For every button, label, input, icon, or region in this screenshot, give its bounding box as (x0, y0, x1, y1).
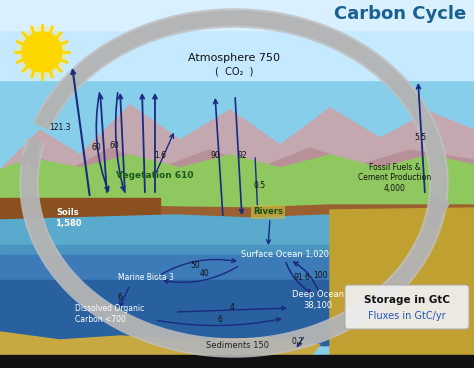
Text: Marine Biota 3: Marine Biota 3 (118, 273, 174, 283)
Text: 0.5: 0.5 (254, 180, 266, 190)
Text: 6: 6 (218, 315, 222, 325)
Text: Fluxes in GtC/yr: Fluxes in GtC/yr (368, 311, 446, 321)
Text: 50: 50 (190, 261, 200, 269)
Bar (0, 0, 474, 80)
Bar (0, 198, 160, 233)
Bar (0, 280, 340, 345)
Text: Atmosphere 750: Atmosphere 750 (188, 53, 280, 63)
Text: Vegetation 610: Vegetation 610 (116, 170, 194, 180)
Circle shape (22, 32, 62, 72)
Text: 90: 90 (210, 151, 220, 159)
Text: 91.6: 91.6 (293, 272, 310, 282)
Text: 100: 100 (313, 272, 327, 280)
Text: (  CO₂  ): ( CO₂ ) (215, 67, 253, 77)
Polygon shape (0, 148, 474, 180)
Text: 4: 4 (229, 304, 235, 312)
Text: Rivers: Rivers (253, 208, 283, 216)
Bar (0, 255, 340, 345)
Text: 1.6: 1.6 (154, 151, 166, 159)
Bar (0, 245, 340, 270)
Text: Surface Ocean 1,020: Surface Ocean 1,020 (241, 251, 329, 259)
Polygon shape (0, 200, 474, 228)
Polygon shape (0, 332, 320, 368)
Text: Carbon Cycle: Carbon Cycle (334, 5, 466, 23)
Polygon shape (0, 155, 474, 215)
Text: Sediments 150: Sediments 150 (207, 340, 270, 350)
Text: 6: 6 (118, 294, 122, 302)
Bar (0, 0, 474, 30)
Text: 40: 40 (200, 269, 210, 277)
Text: Dissolved Organic
Carbon <700: Dissolved Organic Carbon <700 (75, 304, 144, 324)
Text: Storage in GtC: Storage in GtC (364, 295, 450, 305)
Text: Fossil Fuels &
Cement Production
4,000: Fossil Fuels & Cement Production 4,000 (358, 163, 432, 193)
FancyBboxPatch shape (345, 285, 469, 329)
Bar (0, 355, 474, 368)
Polygon shape (0, 105, 474, 175)
Text: 121.3: 121.3 (49, 124, 71, 132)
Text: 60: 60 (91, 144, 101, 152)
Circle shape (17, 27, 67, 77)
Text: 5.5: 5.5 (414, 134, 426, 142)
Text: 92: 92 (237, 151, 247, 159)
Text: 0.2: 0.2 (292, 337, 304, 347)
Text: Deep Ocean
38,100: Deep Ocean 38,100 (292, 290, 344, 310)
Text: Soils
1,580: Soils 1,580 (55, 208, 81, 228)
Polygon shape (330, 208, 474, 368)
Text: 60: 60 (109, 141, 119, 149)
Polygon shape (0, 215, 474, 258)
